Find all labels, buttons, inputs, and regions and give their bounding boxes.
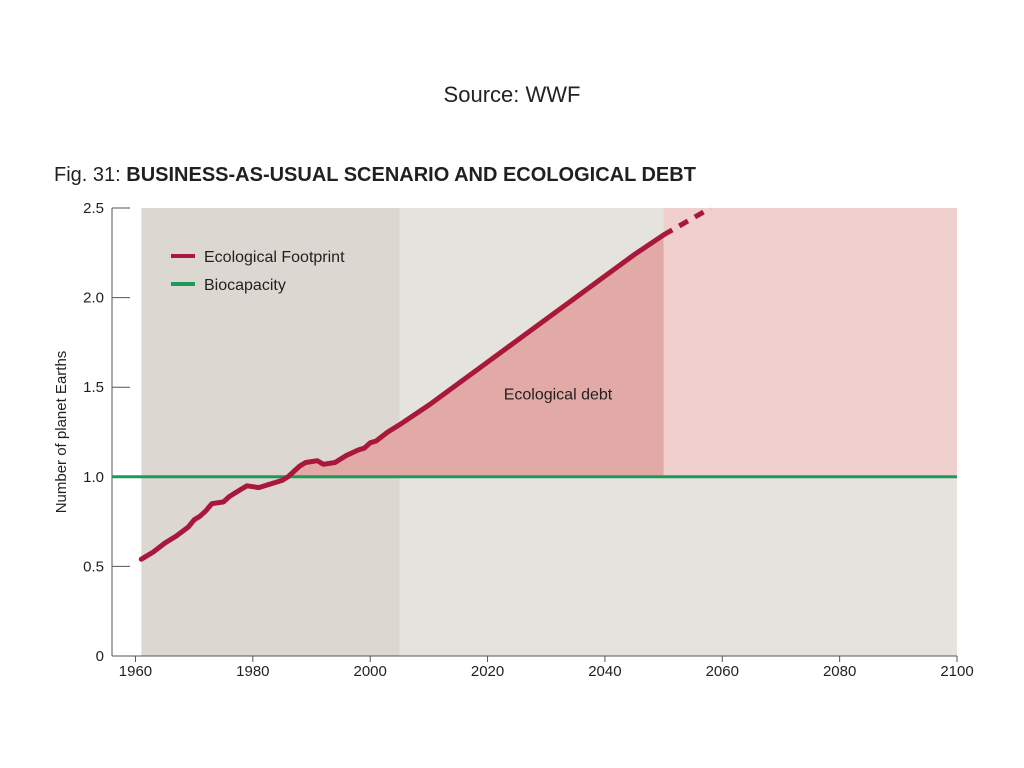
x-tick-label: 2080 [823,663,856,680]
chart-labels: Ecological debt [504,387,613,404]
ecological-footprint-line [138,232,667,562]
y-tick-label: 0.5 [83,558,104,575]
x-tick-label: 2040 [588,663,621,680]
x-tick-label: 2060 [706,663,739,680]
x-tick-label: 2020 [471,663,504,680]
historical-region [141,208,400,656]
y-tick-label: 1.0 [83,469,104,486]
ecological-debt-label: Ecological debt [504,387,613,404]
source-caption: Source: WWF [443,82,581,107]
chart-fills [288,208,957,477]
x-tick-label: 2000 [354,663,387,680]
chart-axes: 0 0.5 1.0 1.5 2.0 2.5 1960 1980 2000 2020 2040 2060… [53,200,974,680]
x-tick-label: 1980 [236,663,269,680]
legend-label: Ecological Footprint [204,249,345,266]
ecological-footprint-projection [662,205,712,238]
y-axis-label: Number of planet Earths [53,351,70,514]
figure-heading: BUSINESS-AS-USUAL SCENARIO AND ECOLOGICA… [126,164,696,186]
x-tick-label: 1960 [119,663,152,680]
legend-label: Biocapacity [204,277,286,294]
chart-legend: Ecological Footprint Biocapacity [171,249,345,294]
figure-number: Fig. 31: [54,164,121,186]
y-tick-label: 2.5 [83,200,104,217]
chart-lines [112,205,957,562]
figure-title: Fig. 31: BUSINESS-AS-USUAL SCENARIO AND … [54,164,696,187]
ecological-debt-area [288,234,664,477]
future-debt-region [663,208,957,477]
y-tick-label: 1.5 [83,379,104,396]
y-tick-label: 2.0 [83,290,104,307]
y-tick-label: 0 [96,648,104,665]
x-tick-label: 2100 [940,663,973,680]
